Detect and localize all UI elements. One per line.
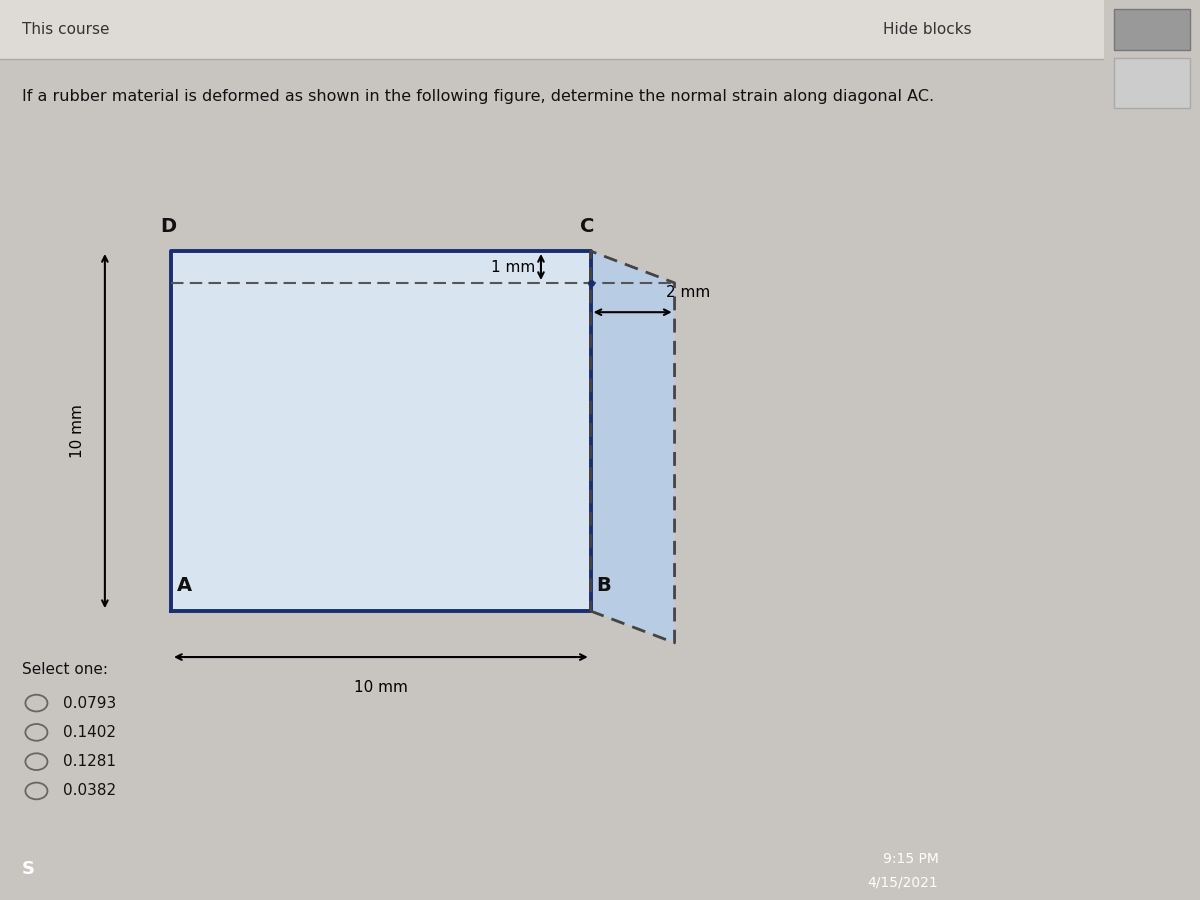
Bar — [1114, 58, 1190, 108]
Text: C: C — [580, 217, 594, 236]
Text: 9:15 PM: 9:15 PM — [882, 852, 938, 866]
Text: D: D — [160, 217, 176, 236]
Polygon shape — [0, 0, 1104, 58]
Text: 2 mm: 2 mm — [666, 284, 710, 300]
Text: 10 mm: 10 mm — [70, 404, 85, 458]
Text: Select one:: Select one: — [22, 662, 108, 677]
Text: If a rubber material is deformed as shown in the following figure, determine the: If a rubber material is deformed as show… — [22, 89, 935, 104]
Text: 0.1402: 0.1402 — [62, 724, 116, 740]
Text: B: B — [596, 576, 611, 596]
Text: S: S — [22, 860, 35, 878]
Text: 0.0793: 0.0793 — [62, 696, 116, 711]
Text: 1 mm: 1 mm — [491, 259, 535, 274]
Polygon shape — [590, 251, 674, 643]
Polygon shape — [172, 251, 590, 611]
Text: 0.1281: 0.1281 — [62, 754, 116, 770]
Text: Hide blocks: Hide blocks — [883, 22, 972, 37]
Text: This course: This course — [22, 22, 109, 37]
Text: 10 mm: 10 mm — [354, 680, 408, 696]
Text: A: A — [176, 576, 192, 596]
Text: 4/15/2021: 4/15/2021 — [868, 876, 938, 889]
Text: 0.0382: 0.0382 — [62, 784, 116, 798]
Bar — [1114, 9, 1190, 50]
